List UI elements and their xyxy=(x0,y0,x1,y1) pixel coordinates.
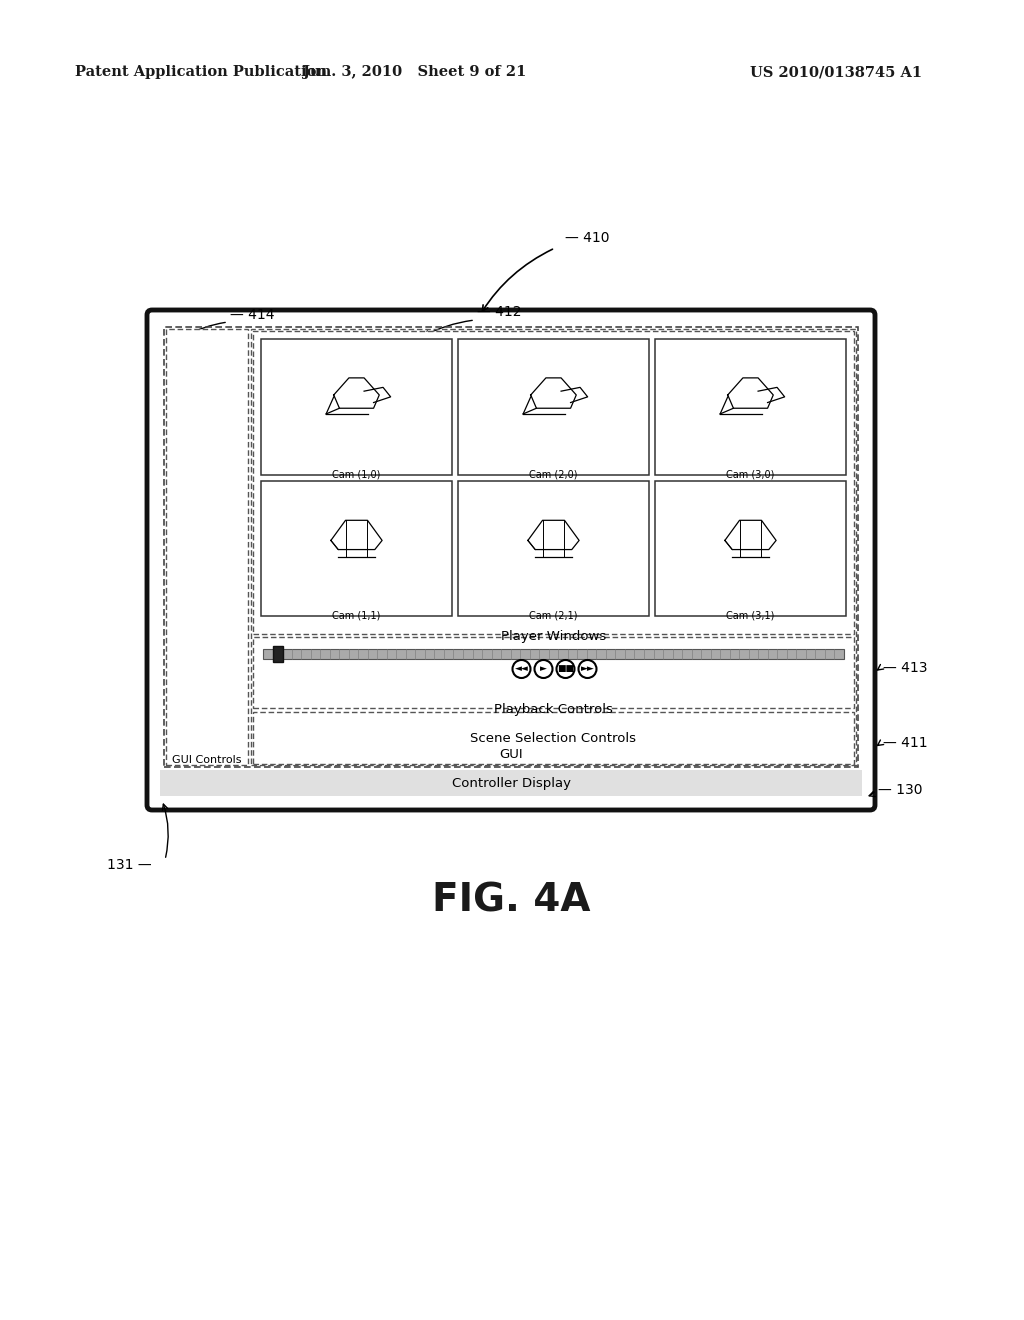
Text: Jun. 3, 2010   Sheet 9 of 21: Jun. 3, 2010 Sheet 9 of 21 xyxy=(303,65,526,79)
Text: Player Windows: Player Windows xyxy=(501,630,606,643)
Bar xyxy=(160,770,862,796)
Text: Controller Display: Controller Display xyxy=(452,776,570,789)
Text: Cam (1,0): Cam (1,0) xyxy=(333,470,381,479)
Text: ■■: ■■ xyxy=(557,664,574,673)
Bar xyxy=(253,638,854,708)
Circle shape xyxy=(556,660,574,678)
Text: Cam (2,0): Cam (2,0) xyxy=(529,470,578,479)
Bar xyxy=(458,480,649,616)
Bar xyxy=(655,339,846,474)
Text: — 412: — 412 xyxy=(477,305,521,319)
Text: ◄◄: ◄◄ xyxy=(515,664,528,673)
Text: Playback Controls: Playback Controls xyxy=(494,704,613,715)
Circle shape xyxy=(512,660,530,678)
Text: GUI: GUI xyxy=(499,748,523,762)
Text: — 410: — 410 xyxy=(565,231,609,246)
Text: Patent Application Publication: Patent Application Publication xyxy=(75,65,327,79)
Bar xyxy=(458,339,649,474)
Bar xyxy=(263,649,844,659)
Text: US 2010/0138745 A1: US 2010/0138745 A1 xyxy=(750,65,923,79)
Text: ►►: ►► xyxy=(581,664,594,673)
Text: — 414: — 414 xyxy=(230,308,274,322)
Text: Cam (2,1): Cam (2,1) xyxy=(529,611,578,620)
Bar xyxy=(164,327,858,767)
Text: — 413: — 413 xyxy=(883,660,928,675)
Bar xyxy=(261,480,452,616)
Bar xyxy=(261,339,452,474)
Bar xyxy=(251,329,856,766)
Bar xyxy=(273,645,283,663)
Text: — 411: — 411 xyxy=(883,737,928,750)
Text: Cam (3,0): Cam (3,0) xyxy=(726,470,775,479)
Text: ►: ► xyxy=(540,664,547,673)
Text: Cam (1,1): Cam (1,1) xyxy=(333,611,381,620)
Text: 131 —: 131 — xyxy=(108,858,152,873)
Bar xyxy=(253,711,854,764)
Bar xyxy=(655,480,846,616)
Bar xyxy=(166,329,248,766)
Circle shape xyxy=(535,660,553,678)
Bar xyxy=(253,331,854,634)
Text: Scene Selection Controls: Scene Selection Controls xyxy=(470,731,637,744)
Text: FIG. 4A: FIG. 4A xyxy=(432,880,590,919)
Circle shape xyxy=(579,660,597,678)
FancyBboxPatch shape xyxy=(147,310,874,810)
Text: Cam (3,1): Cam (3,1) xyxy=(726,611,775,620)
Text: GUI Controls: GUI Controls xyxy=(172,755,242,766)
Text: — 130: — 130 xyxy=(878,783,923,797)
